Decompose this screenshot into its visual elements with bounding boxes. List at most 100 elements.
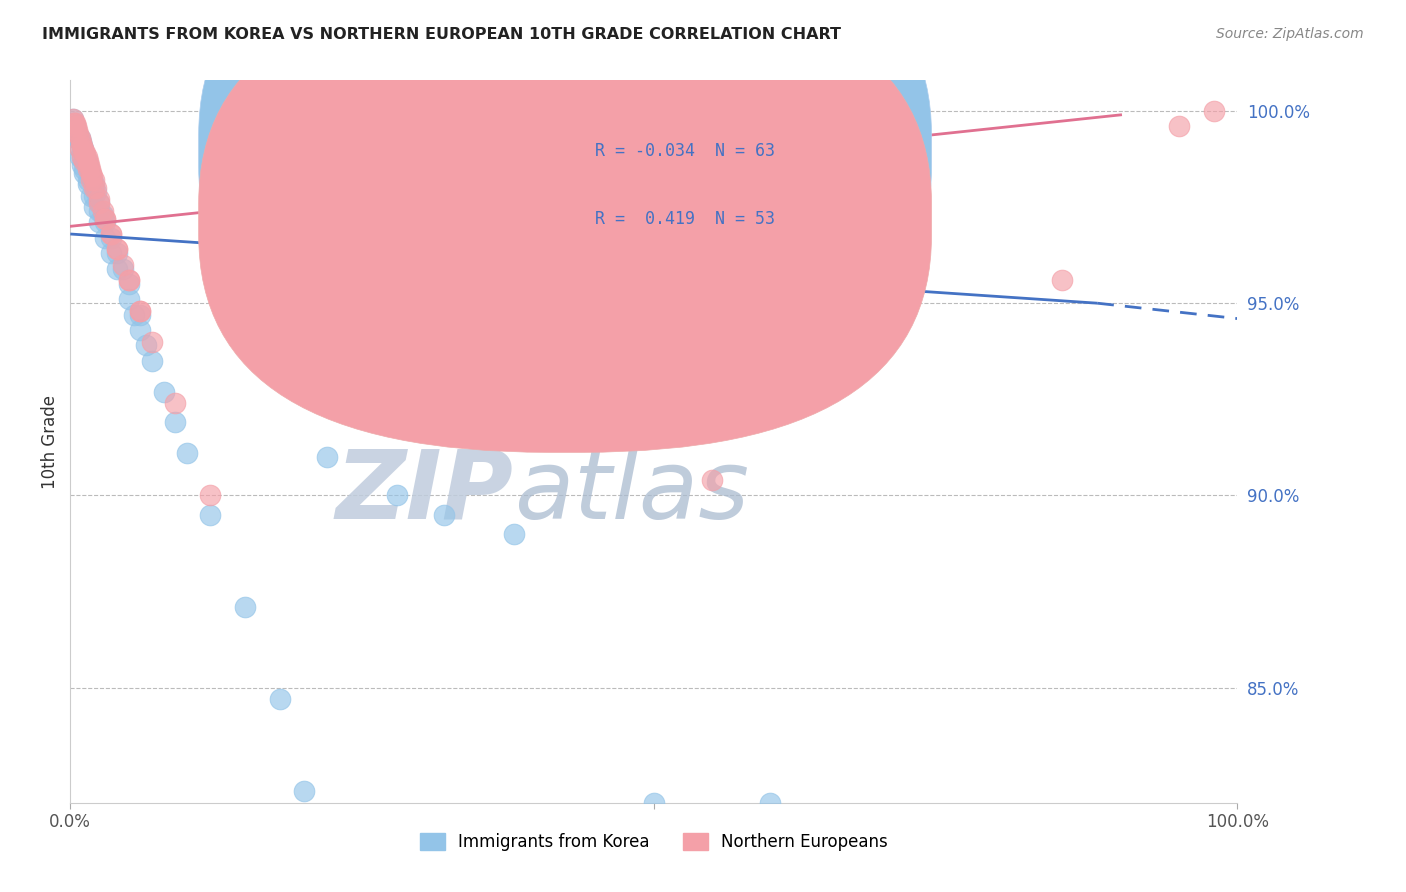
Northern Europeans <box>550 381 572 395</box>
Immigrants from Korea <box>111 261 134 276</box>
Northern Europeans <box>233 196 256 211</box>
Northern Europeans <box>69 135 91 149</box>
Immigrants from Korea <box>129 308 152 322</box>
Immigrants from Korea <box>118 277 141 291</box>
Northern Europeans <box>69 131 91 145</box>
Immigrants from Korea <box>76 158 98 172</box>
Northern Europeans <box>76 150 98 164</box>
Legend: Immigrants from Korea, Northern Europeans: Immigrants from Korea, Northern European… <box>412 825 896 860</box>
Northern Europeans <box>702 473 724 487</box>
Immigrants from Korea <box>76 177 98 191</box>
Immigrants from Korea <box>385 488 408 502</box>
Northern Europeans <box>80 173 103 187</box>
Northern Europeans <box>111 258 134 272</box>
FancyBboxPatch shape <box>520 120 830 260</box>
Northern Europeans <box>84 181 107 195</box>
Immigrants from Korea <box>69 135 91 149</box>
Immigrants from Korea <box>73 161 96 176</box>
Immigrants from Korea <box>433 508 456 522</box>
Northern Europeans <box>385 288 408 302</box>
Northern Europeans <box>292 227 315 241</box>
Northern Europeans <box>69 143 91 157</box>
Text: IMMIGRANTS FROM KOREA VS NORTHERN EUROPEAN 10TH GRADE CORRELATION CHART: IMMIGRANTS FROM KOREA VS NORTHERN EUROPE… <box>42 27 841 42</box>
Immigrants from Korea <box>80 188 103 202</box>
Northern Europeans <box>89 196 111 211</box>
Immigrants from Korea <box>152 384 174 399</box>
Northern Europeans <box>62 115 84 129</box>
Northern Europeans <box>65 120 87 134</box>
Northern Europeans <box>66 123 89 137</box>
Northern Europeans <box>105 243 128 257</box>
Immigrants from Korea <box>72 143 94 157</box>
Northern Europeans <box>79 161 101 176</box>
Northern Europeans <box>1202 103 1225 118</box>
Immigrants from Korea <box>69 131 91 145</box>
Immigrants from Korea <box>135 338 157 352</box>
Northern Europeans <box>82 169 104 184</box>
Immigrants from Korea <box>69 143 91 157</box>
Immigrants from Korea <box>62 115 84 129</box>
Immigrants from Korea <box>65 123 87 137</box>
Northern Europeans <box>91 203 114 218</box>
Immigrants from Korea <box>70 138 93 153</box>
Northern Europeans <box>73 146 96 161</box>
Immigrants from Korea <box>233 599 256 614</box>
Immigrants from Korea <box>73 165 96 179</box>
Immigrants from Korea <box>124 308 146 322</box>
Text: Source: ZipAtlas.com: Source: ZipAtlas.com <box>1216 27 1364 41</box>
Northern Europeans <box>1167 120 1189 134</box>
Northern Europeans <box>70 138 93 153</box>
Immigrants from Korea <box>94 215 117 229</box>
Immigrants from Korea <box>80 169 103 184</box>
Immigrants from Korea <box>83 177 105 191</box>
Immigrants from Korea <box>79 165 101 179</box>
Immigrants from Korea <box>65 131 87 145</box>
Northern Europeans <box>73 153 96 168</box>
Northern Europeans <box>118 273 141 287</box>
Text: ZIP: ZIP <box>336 446 513 539</box>
Immigrants from Korea <box>176 446 198 460</box>
Immigrants from Korea <box>73 146 96 161</box>
Immigrants from Korea <box>66 127 89 141</box>
Immigrants from Korea <box>105 261 128 276</box>
Northern Europeans <box>80 165 103 179</box>
Northern Europeans <box>100 227 122 241</box>
Northern Europeans <box>467 334 491 349</box>
Immigrants from Korea <box>316 450 339 464</box>
Immigrants from Korea <box>82 173 104 187</box>
Northern Europeans <box>89 193 111 207</box>
Immigrants from Korea <box>75 150 97 164</box>
Northern Europeans <box>118 273 141 287</box>
Immigrants from Korea <box>63 120 86 134</box>
Immigrants from Korea <box>76 153 98 168</box>
Northern Europeans <box>62 112 84 126</box>
Immigrants from Korea <box>62 112 84 126</box>
Y-axis label: 10th Grade: 10th Grade <box>41 394 59 489</box>
Northern Europeans <box>63 115 86 129</box>
Immigrants from Korea <box>70 150 93 164</box>
Immigrants from Korea <box>70 158 93 172</box>
Northern Europeans <box>76 153 98 168</box>
Immigrants from Korea <box>77 161 100 176</box>
Immigrants from Korea <box>84 185 107 199</box>
Text: atlas: atlas <box>513 446 749 539</box>
Immigrants from Korea <box>118 293 141 307</box>
Northern Europeans <box>165 396 187 410</box>
Immigrants from Korea <box>141 354 163 368</box>
Immigrants from Korea <box>76 173 98 187</box>
Northern Europeans <box>83 173 105 187</box>
Immigrants from Korea <box>100 231 122 245</box>
Northern Europeans <box>70 150 93 164</box>
Text: R = -0.034  N = 63: R = -0.034 N = 63 <box>596 142 776 160</box>
Northern Europeans <box>1050 273 1074 287</box>
Immigrants from Korea <box>94 231 117 245</box>
Northern Europeans <box>75 146 97 161</box>
Immigrants from Korea <box>67 131 90 145</box>
FancyBboxPatch shape <box>198 0 932 452</box>
Northern Europeans <box>876 181 898 195</box>
Immigrants from Korea <box>292 784 315 798</box>
Immigrants from Korea <box>89 203 111 218</box>
Northern Europeans <box>105 243 128 257</box>
Northern Europeans <box>94 211 117 226</box>
Immigrants from Korea <box>129 323 152 337</box>
